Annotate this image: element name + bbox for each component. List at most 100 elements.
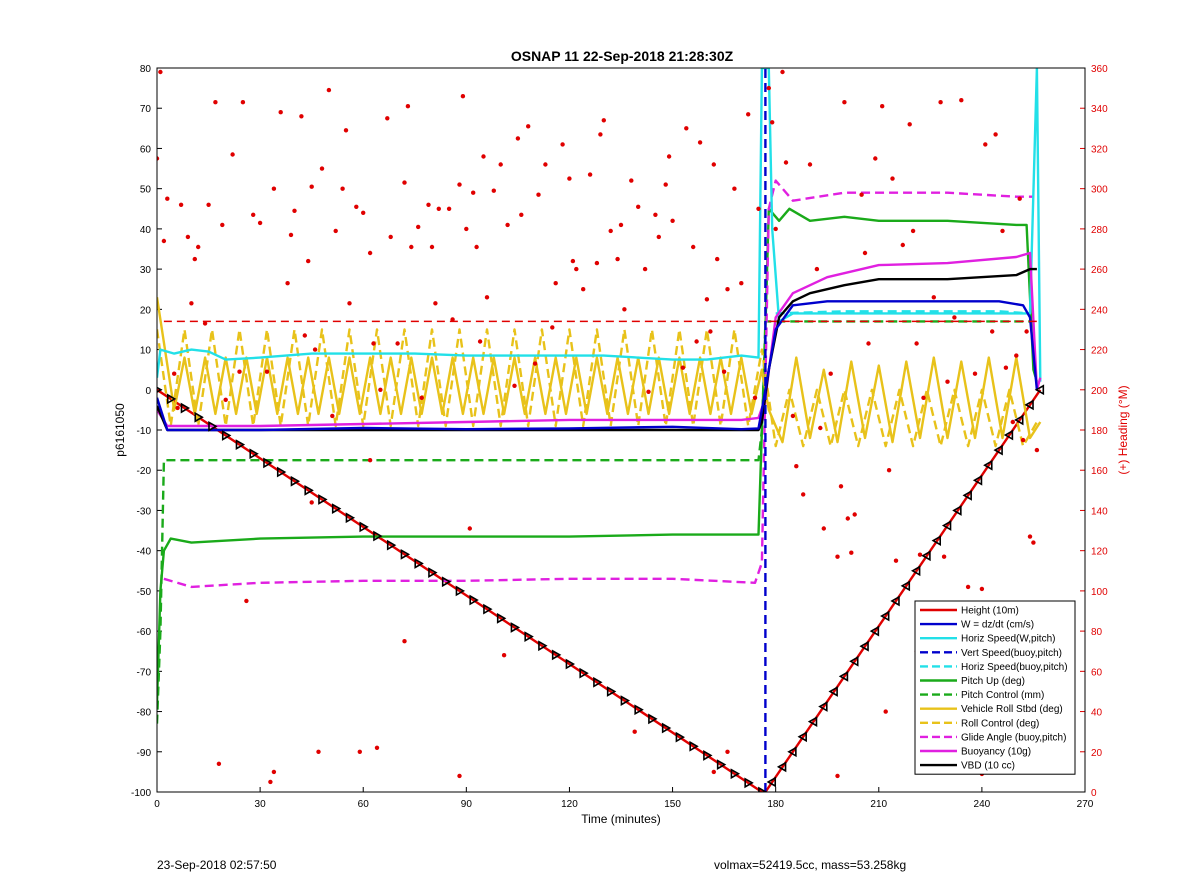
x-tick-label: 30 [255, 799, 267, 810]
heading-point [866, 341, 871, 346]
heading-point [1034, 447, 1040, 453]
y-tick-label: 0 [145, 386, 151, 397]
track-marker [1034, 384, 1045, 396]
heading-point [385, 116, 390, 121]
heading-point [587, 172, 593, 177]
legend-label: Horiz Speed(buoy,pitch) [961, 662, 1068, 673]
heading-point [1017, 196, 1022, 201]
heading-point [515, 136, 521, 141]
heading-point [886, 468, 892, 473]
x-axis-label: Time (minutes) [581, 812, 661, 826]
heading-point [464, 226, 469, 232]
heading-point [983, 142, 988, 147]
heading-point [1003, 365, 1009, 370]
heading-point [306, 258, 311, 264]
track-marker [983, 459, 993, 471]
y2-tick-label: 260 [1091, 265, 1108, 276]
heading-point [849, 550, 854, 555]
heading-point [312, 347, 318, 352]
heading-point [460, 94, 466, 99]
heading-point [773, 226, 778, 232]
y2-tick-label: 240 [1091, 305, 1108, 316]
heading-point [165, 196, 170, 201]
heading-point [553, 281, 558, 286]
heading-point [663, 182, 668, 187]
heading-point [532, 361, 538, 366]
y-tick-label: 80 [140, 64, 152, 75]
track-marker [661, 722, 672, 734]
footer-timestamp: 23-Sep-2018 02:57:50 [157, 858, 277, 872]
heading-point [1014, 353, 1019, 358]
heading-point [340, 186, 345, 191]
heading-point [618, 222, 624, 228]
track-marker [276, 466, 287, 478]
heading-point [271, 186, 277, 191]
heading-point [780, 69, 785, 75]
heading-point [330, 413, 335, 419]
heading-point [264, 369, 270, 374]
track-marker [345, 512, 356, 524]
track-marker [565, 658, 576, 670]
track-marker [689, 740, 699, 752]
heading-point [852, 512, 857, 517]
heading-point [629, 178, 634, 183]
heading-point [216, 761, 222, 766]
legend: Height (10m) W = dz/dt (cm/s) Horiz Speed(… [914, 600, 1076, 775]
heading-point [945, 379, 950, 384]
heading-point [491, 188, 496, 193]
track-marker [849, 655, 859, 667]
y-tick-label: 30 [140, 265, 152, 276]
y-tick-label: -70 [137, 667, 152, 678]
track-marker [593, 676, 603, 688]
heading-point [622, 307, 627, 312]
legend-label: Horiz Speed(W,pitch) [961, 634, 1055, 645]
y-tick-label: 60 [140, 144, 152, 155]
heading-point [1010, 419, 1015, 425]
heading-point [536, 192, 541, 197]
series-glide-dashed [163, 179, 1034, 589]
legend-label: Vehicle Roll Stbd (deg) [961, 704, 1063, 715]
heading-point [416, 224, 421, 230]
x-tick-label: 270 [1077, 799, 1094, 810]
legend-label: Glide Angle (buoy,pitch) [961, 732, 1066, 743]
heading-point [388, 234, 393, 240]
heading-point [498, 162, 503, 167]
series-roll-dashed [157, 328, 1038, 448]
track-marker [304, 484, 314, 496]
heading-point [859, 192, 864, 197]
heading-point [601, 118, 606, 123]
track-marker [249, 448, 259, 460]
track-marker [941, 520, 952, 531]
y2-tick-label: 80 [1091, 627, 1103, 638]
y-axis-label: p6161050 [113, 403, 127, 457]
x-tick-label: 240 [974, 799, 991, 810]
heading-point [347, 301, 352, 306]
heading-point [893, 558, 899, 563]
heading-point [814, 266, 820, 272]
x-axis-ticks: 0 30 60 90 120 150 180 210 240 270 [154, 787, 1094, 810]
heading-point [907, 122, 912, 127]
heading-point [917, 552, 923, 557]
track-marker [428, 567, 438, 578]
track-marker [716, 759, 727, 770]
track-marker [1014, 414, 1024, 426]
right-axis-ticks: 3603403203002802602402202001801601401201… [1080, 64, 1108, 799]
heading-point [178, 202, 184, 207]
x-tick-label: 150 [664, 799, 681, 810]
heading-point [526, 124, 531, 129]
heading-point [206, 202, 211, 207]
y2-tick-label: 340 [1091, 104, 1108, 115]
track-marker [993, 444, 1003, 456]
track-marker [483, 603, 493, 615]
series-layer [157, 68, 1042, 792]
track-marker [962, 489, 972, 501]
track-marker [620, 695, 631, 706]
y2-tick-label: 100 [1091, 587, 1108, 598]
heading-point [632, 729, 637, 734]
heading-point [979, 586, 985, 592]
heading-point [794, 464, 799, 469]
track-markers [157, 384, 1045, 792]
heading-point [550, 325, 555, 330]
y2-tick-label: 20 [1091, 748, 1103, 759]
heading-point [1024, 329, 1029, 334]
